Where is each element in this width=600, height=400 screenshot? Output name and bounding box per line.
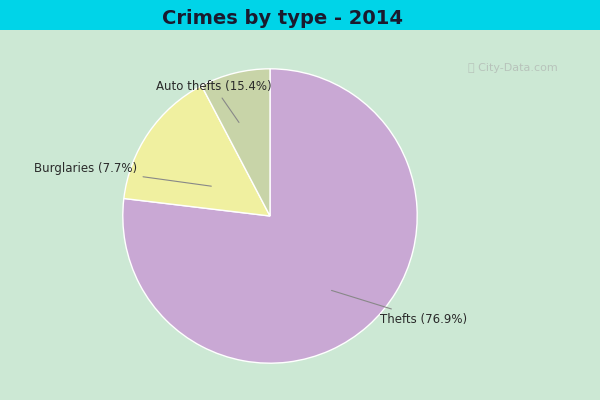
Text: Auto thefts (15.4%): Auto thefts (15.4%) <box>156 80 272 122</box>
Text: Crimes by type - 2014: Crimes by type - 2014 <box>161 8 403 28</box>
Text: ⓘ City-Data.com: ⓘ City-Data.com <box>468 63 558 73</box>
Wedge shape <box>124 86 270 216</box>
Wedge shape <box>123 69 417 363</box>
Text: Thefts (76.9%): Thefts (76.9%) <box>332 290 467 326</box>
Text: Burglaries (7.7%): Burglaries (7.7%) <box>34 162 211 186</box>
Wedge shape <box>202 69 270 216</box>
